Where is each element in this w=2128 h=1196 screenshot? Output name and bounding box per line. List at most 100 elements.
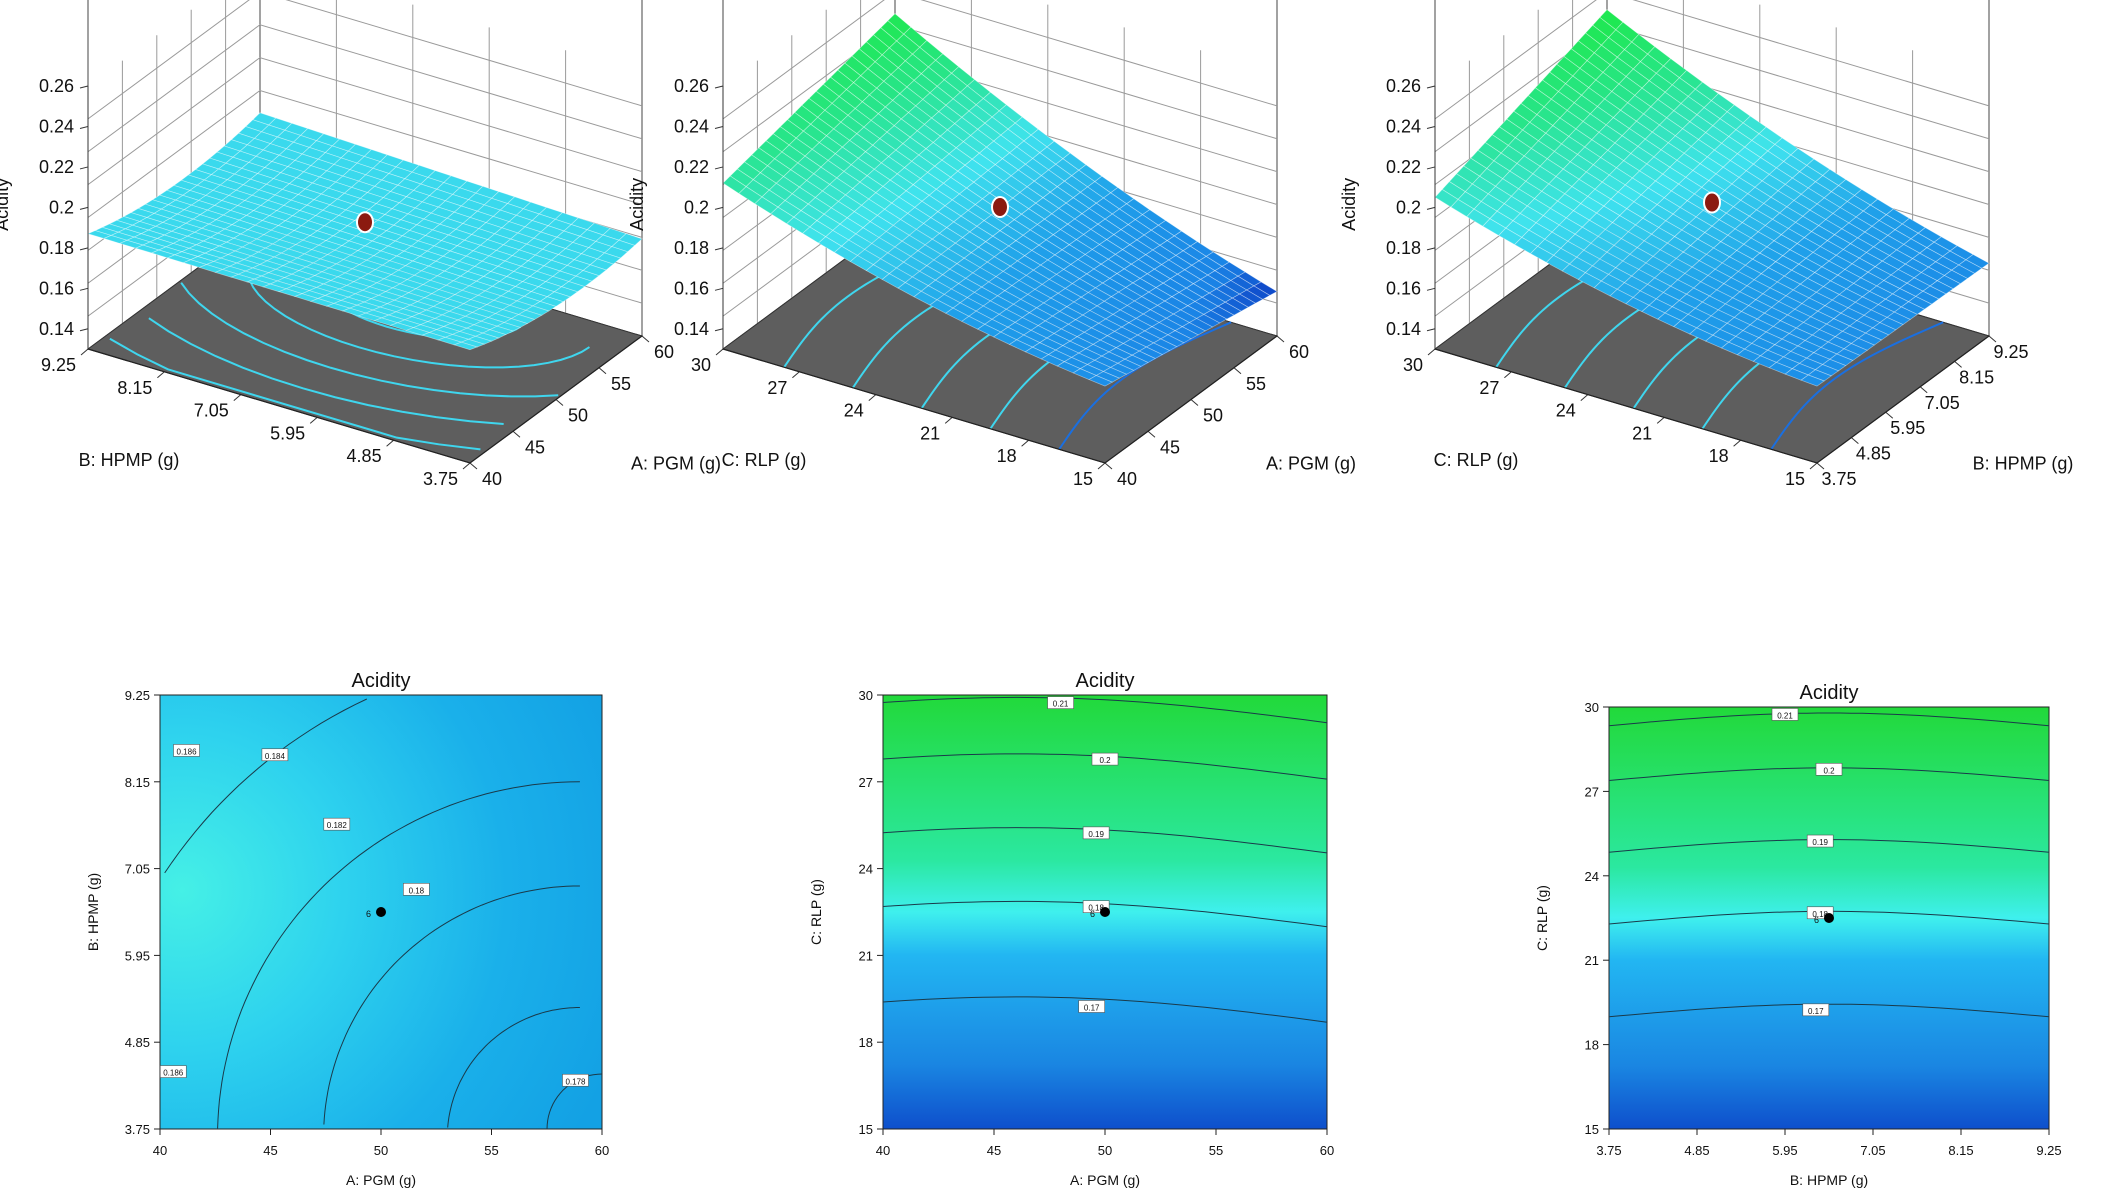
- surface-cell: [1713, 142, 1739, 161]
- z-tick-label: 0.14: [39, 319, 74, 339]
- surface-cell: [205, 261, 231, 270]
- surface-cell: [150, 249, 176, 259]
- z-tick: [1426, 328, 1436, 332]
- surface-cell: [1646, 277, 1672, 293]
- surface-cell: [321, 267, 346, 278]
- z-tick: [1426, 166, 1436, 170]
- surface-cell: [1230, 275, 1255, 291]
- surface-cell: [1048, 163, 1073, 182]
- surface-cell: [1457, 191, 1482, 210]
- surface-cell: [1094, 282, 1120, 298]
- surface-cell: [1559, 109, 1584, 130]
- surface-cell: [1736, 348, 1762, 362]
- surface-cell: [1608, 167, 1633, 186]
- surface-cell: [1096, 300, 1121, 315]
- surface-cell: [1097, 318, 1123, 332]
- y-tick-label: 9.25: [41, 355, 76, 375]
- surface-cell: [1089, 305, 1114, 320]
- surface-cell: [1152, 244, 1177, 261]
- surface-cell: [923, 117, 949, 137]
- surface-cell: [959, 297, 984, 312]
- surface-cell: [437, 200, 462, 213]
- surface-cell: [1527, 87, 1552, 108]
- surface-cell: [1085, 344, 1110, 357]
- surface-cell: [1861, 290, 1887, 306]
- surface-cell: [1110, 187, 1135, 205]
- surface-cell: [1054, 345, 1080, 358]
- surface-cell: [915, 223, 941, 240]
- surface-cell: [1669, 279, 1695, 295]
- x-tick-label: 40: [482, 469, 502, 489]
- surface-cell: [1671, 300, 1696, 315]
- surface-cell: [1084, 249, 1109, 265]
- surface-cell: [1008, 339, 1034, 353]
- surface-cell: [1086, 181, 1112, 199]
- surface-cell: [1600, 149, 1625, 169]
- surface-cell: [1825, 213, 1850, 230]
- surface-cell: [1664, 84, 1689, 104]
- surface-cell: [1592, 258, 1617, 275]
- surface-cell: [1141, 209, 1167, 226]
- x-tick-label: 5.95: [1772, 1143, 1797, 1158]
- surface-cell: [1598, 124, 1623, 144]
- surface-cell: [1518, 180, 1543, 200]
- x-tick: [1147, 430, 1156, 438]
- surface-cell: [130, 208, 155, 218]
- contour-label-box: [323, 817, 351, 831]
- surface-cell: [1073, 296, 1098, 311]
- surface-cell: [876, 80, 901, 101]
- design-point: [1100, 907, 1110, 917]
- surface-cell: [1840, 307, 1865, 322]
- surface-cell: [1582, 113, 1607, 133]
- surface-cell: [1056, 180, 1081, 199]
- surface-cell: [802, 226, 827, 244]
- surface-cell: [1043, 213, 1069, 230]
- surface-cell: [1732, 199, 1758, 217]
- surface-panel-3: 0.14 0.16 0.18 0.2 0.22 0.24 0.26 Acidity 3.754.…: [1339, 0, 2073, 489]
- x-tick-label: 3.75: [1821, 469, 1856, 489]
- surface-cell: [1130, 259, 1156, 275]
- surface-cell: [1067, 319, 1093, 333]
- z-tick-label: 0.2: [1396, 197, 1421, 217]
- surface-cell: [1500, 144, 1525, 164]
- surface-cell: [1577, 32, 1602, 54]
- surface-cell: [1682, 121, 1707, 140]
- surface-cell: [1743, 342, 1769, 357]
- surface-cell: [1496, 203, 1521, 222]
- y-tick: [1809, 462, 1818, 470]
- surface-cell: [1434, 188, 1459, 208]
- surface-cell: [1806, 272, 1832, 288]
- surface-cell: [937, 205, 962, 223]
- surface-cell: [777, 200, 802, 218]
- contour-label: 0.182: [327, 821, 348, 830]
- surface-cell: [1965, 254, 1990, 269]
- surface-cell: [226, 173, 252, 186]
- surface-cell: [1231, 293, 1257, 308]
- z-tick-label: 0.18: [1386, 238, 1421, 258]
- z-tick-label: 0.2: [49, 197, 74, 217]
- surface-cell: [1717, 303, 1743, 318]
- contour-label: 0.18: [1088, 904, 1104, 913]
- surface-cell: [1649, 204, 1674, 222]
- surface-cell: [1867, 266, 1892, 281]
- surface-cell: [1664, 306, 1689, 321]
- surface-cell: [1829, 274, 1855, 290]
- surface-cell: [876, 208, 902, 226]
- surface-cell: [1769, 281, 1794, 297]
- surface-cell: [1900, 301, 1926, 315]
- surface-cell: [1070, 259, 1095, 275]
- surface-cell: [1106, 234, 1131, 251]
- surface-cell: [1535, 215, 1560, 233]
- surface-cell: [118, 239, 144, 249]
- x-tick-label: 55: [484, 1143, 498, 1158]
- surface-cell: [1758, 331, 1783, 346]
- contour-label-box: [1082, 826, 1110, 840]
- surface-cell: [1048, 273, 1074, 289]
- surface-cell: [1658, 117, 1684, 137]
- surface-cell: [1833, 228, 1859, 245]
- contour-label-box: [1815, 762, 1843, 776]
- surface-cell: [1717, 190, 1742, 208]
- surface-cell: [1059, 223, 1085, 241]
- surface-cell: [1630, 145, 1655, 165]
- surface-cell: [209, 232, 235, 243]
